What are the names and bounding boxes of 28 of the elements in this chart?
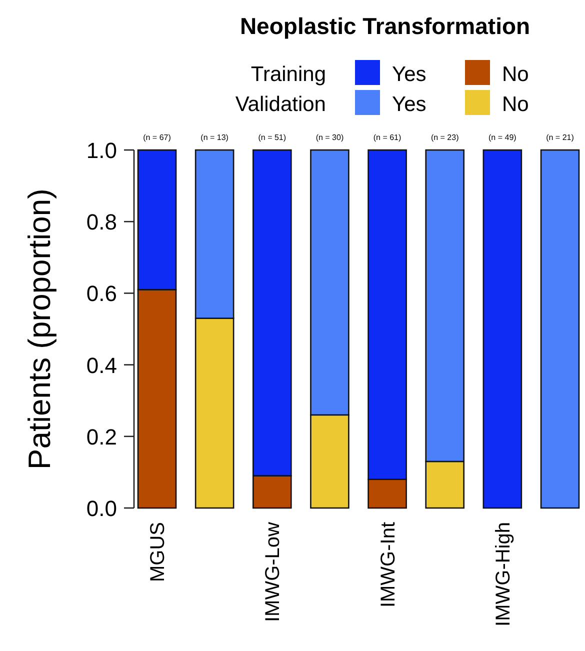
text: Training [250,63,326,86]
text: (n = 51) [258,133,286,142]
text: (n = 23) [430,133,460,142]
y-tick-label: 0.0 [86,496,117,521]
text: (n = 49) [488,133,517,142]
bar [540,149,580,509]
legend-label: No [502,93,529,116]
bar [482,149,522,509]
text: (n = 67) [143,133,172,142]
legend-label: No [502,63,529,86]
y-tick-label: 0.6 [86,281,117,306]
text: (n = 61) [373,133,402,142]
x-tick-label: IMWG-High [492,522,514,626]
y-tick-label: 0.4 [86,352,117,378]
text: (n = 13) [200,133,229,142]
x-tick-label: IMWG-Int [377,522,400,608]
text: Validation [235,93,326,116]
text: (n = 21) [546,133,574,142]
text: (n = 30) [316,133,344,142]
y-tick-label: 0.2 [86,424,117,450]
y-axis-title: Patients (proportion) [22,188,57,470]
x-tick-label: IMWG-Low [262,521,284,622]
y-tick-label: 1.0 [86,138,117,163]
chart-title: Neoplastic Transformation [240,13,530,39]
x-tick-label: MGUS [147,522,169,582]
y-tick-label: 0.8 [86,210,117,235]
legend-label: Yes [392,93,426,116]
legend-label: Yes [392,63,426,86]
